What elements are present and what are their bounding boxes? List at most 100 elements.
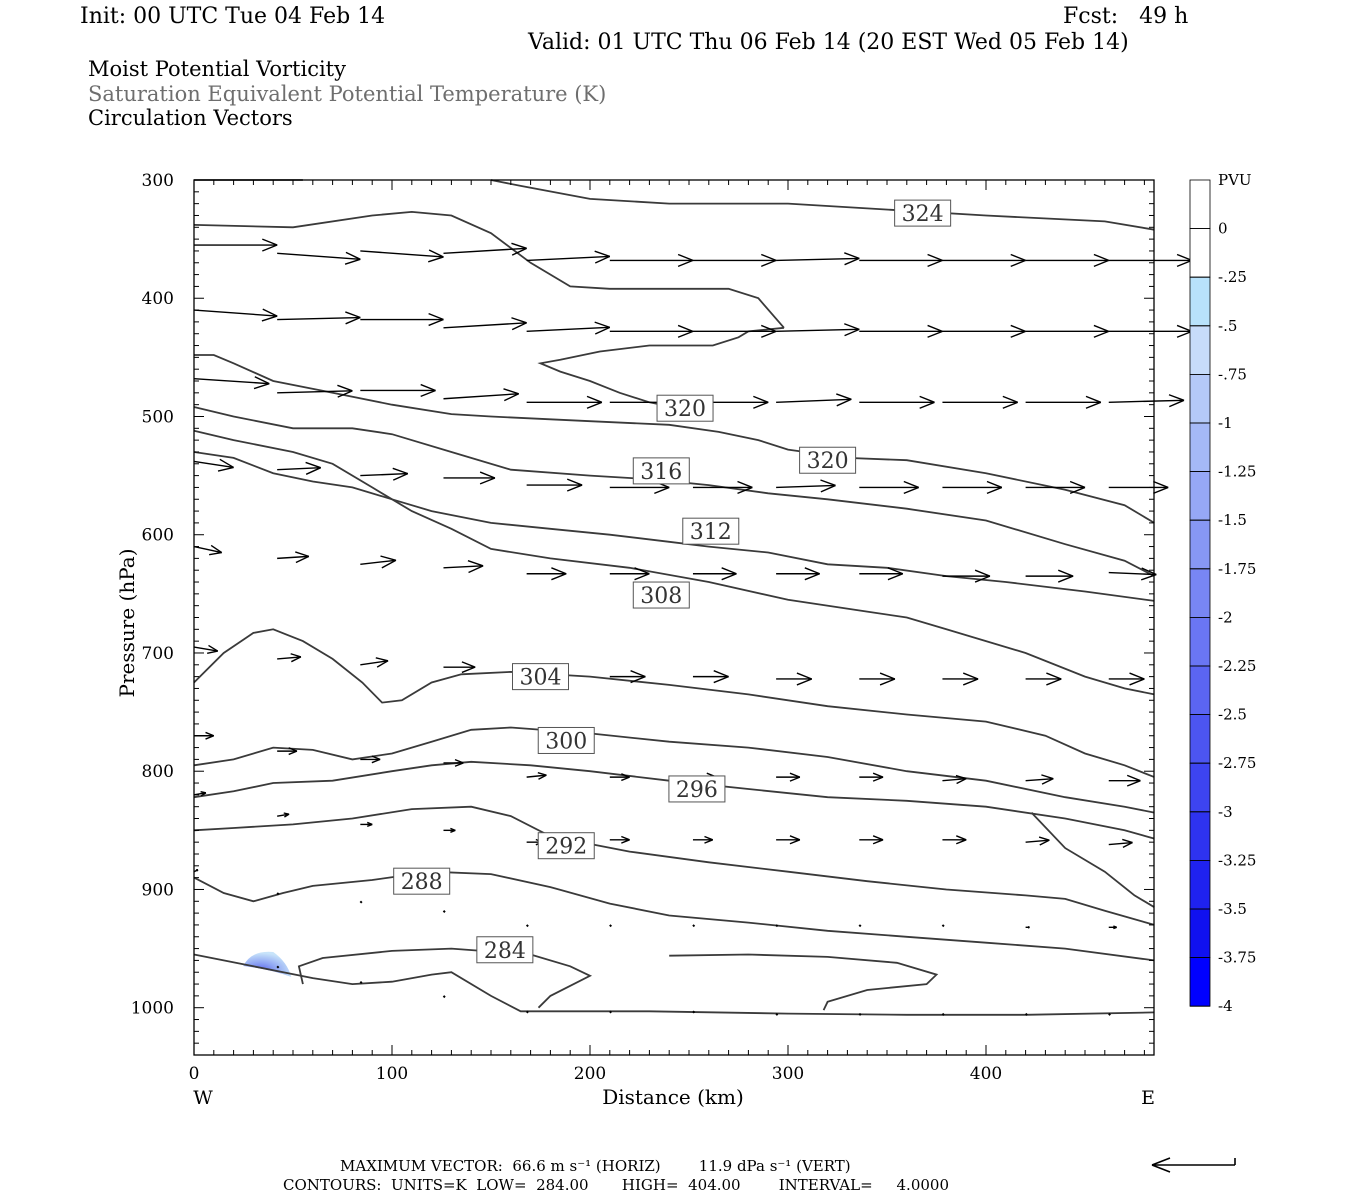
vector-shaft: [1025, 839, 1050, 843]
circulation-vector: [692, 567, 737, 581]
colorbar: PVU 0 -.25 -.5 -.75 -1 -1.25 -1.5 -1.75 -2 -2.25 -2…: [1189, 171, 1256, 1015]
contour-label-box: [512, 663, 569, 691]
vector-dot: [692, 1010, 696, 1014]
vector-shaft: [1025, 777, 1054, 782]
vector-head: [986, 486, 1003, 495]
vector-head: [1058, 569, 1074, 577]
vector-shaft: [277, 252, 361, 261]
vector-head: [428, 318, 444, 327]
x-axis-title: Distance (km): [602, 1085, 744, 1109]
vector-shaft: [193, 377, 270, 385]
vector-dot: [775, 924, 779, 928]
vector-head: [344, 258, 361, 265]
vector-dot: [359, 900, 363, 904]
vector-head: [1010, 324, 1026, 333]
vector-dot: [609, 924, 613, 928]
vector-head: [789, 772, 801, 778]
init-time: Init: 00 UTC Tue 04 Feb 14: [80, 4, 386, 29]
vector-shaft: [443, 247, 527, 255]
vector-shaft: [193, 460, 234, 469]
vector-head: [371, 755, 381, 761]
vector-head: [375, 657, 389, 662]
vector-head: [428, 249, 444, 258]
vector-dot: [858, 924, 862, 928]
vector-head: [621, 835, 630, 841]
contour-label-box: [668, 775, 726, 803]
circulation-vector: [443, 559, 484, 574]
max-vector-info: MAXIMUM VECTOR: 66.6 m s⁻¹ (HORIZ) 11.9 …: [340, 1157, 851, 1175]
isentrope-line: [193, 429, 1155, 696]
colorbar-segment: [1189, 276, 1211, 327]
circulation-vector: [859, 480, 919, 495]
colorbar-label: -3: [1218, 803, 1233, 821]
vector-head: [836, 398, 852, 407]
contour-label-box: [476, 936, 534, 964]
vector-head: [538, 774, 547, 780]
colorbar-label: -3.25: [1218, 851, 1256, 869]
vector-head: [1113, 925, 1117, 928]
vector-head: [305, 461, 321, 469]
vector-head: [820, 479, 836, 487]
circulation-vector: [526, 321, 611, 335]
plot-frame: [193, 179, 1155, 1056]
circulation-vector: [443, 827, 456, 833]
contour-label-box: [393, 867, 451, 895]
field-title-pv: Moist Potential Vorticity: [88, 57, 346, 81]
vector-head: [804, 567, 820, 575]
vector-shaft: [1108, 399, 1185, 403]
vector-head: [836, 393, 852, 400]
circulation-vector: [1108, 480, 1169, 495]
colorbar-label: -1.25: [1218, 463, 1256, 481]
colorbar-label: -.25: [1218, 268, 1247, 286]
vector-head: [1153, 486, 1169, 495]
forecast-hour: Fcst: 49 h: [1063, 4, 1189, 29]
isentrope-line: [193, 953, 1155, 1016]
vector-head: [392, 467, 409, 475]
vector-head: [677, 259, 694, 267]
contour-label-box: [894, 199, 952, 227]
vector-head: [1176, 324, 1193, 333]
vector-head: [974, 575, 991, 583]
vector-shaft: [360, 660, 389, 666]
colorbar-segment: [1189, 617, 1211, 667]
vector-head: [761, 330, 777, 338]
circulation-vector: [775, 924, 779, 928]
vector-head: [253, 382, 270, 390]
contour-label: 324: [902, 202, 944, 227]
circulation-vector: [609, 924, 613, 928]
circulation-vector: [443, 388, 520, 402]
vector-head: [753, 401, 769, 409]
vector-head: [1085, 395, 1102, 403]
contour-label: 284: [484, 939, 526, 964]
colorbar-segment: [1189, 519, 1211, 570]
vector-shaft: [776, 398, 852, 403]
vector-dot: [775, 1012, 779, 1016]
vector-head: [461, 661, 476, 668]
vector-shaft: [277, 316, 361, 321]
vector-shaft: [360, 250, 444, 258]
vector-head: [262, 238, 278, 246]
colorbar-segment: [1189, 325, 1211, 375]
circulation-vector: [942, 253, 1026, 267]
vector-head: [879, 672, 896, 680]
colorbar-segment: [1189, 860, 1211, 910]
colorbar-label: -.5: [1218, 317, 1237, 335]
vector-head: [1010, 330, 1026, 338]
vector-head: [1002, 401, 1018, 409]
circulation-vector: [193, 376, 270, 390]
y-tick-label: 700: [142, 644, 174, 664]
vector-head: [789, 839, 801, 845]
vector-head: [1041, 778, 1054, 785]
vector-shaft: [776, 328, 860, 333]
vector-head: [207, 650, 218, 655]
vector-shaft: [277, 466, 321, 471]
vector-dot: [1108, 1012, 1111, 1016]
contour-label: 316: [640, 460, 682, 485]
x-tick-label: 300: [772, 1064, 804, 1084]
contour-label: 308: [640, 584, 682, 609]
vector-head: [288, 750, 298, 756]
colorbar-segment: [1189, 908, 1211, 958]
vector-head: [955, 774, 967, 780]
colorbar-units: PVU: [1218, 171, 1252, 189]
vector-head: [511, 247, 527, 256]
